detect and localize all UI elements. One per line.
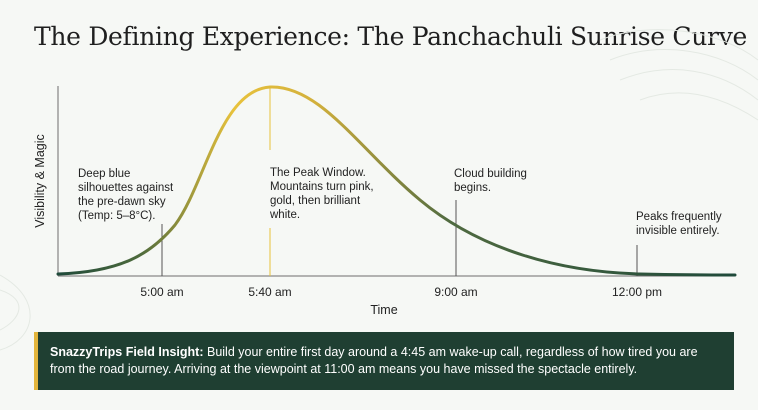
field-insight-banner: SnazzyTrips Field Insight: Build your en…: [34, 332, 734, 390]
chart-title: The Defining Experience: The Panchachuli…: [34, 22, 748, 51]
annotation-540: The Peak Window. Mountains turn pink, go…: [269, 167, 377, 221]
x-axis-label: Time: [370, 303, 397, 317]
x-tick-540: 5:40 am: [248, 285, 291, 299]
insight-label: SnazzyTrips Field Insight:: [50, 345, 204, 359]
x-tick-900: 9:00 am: [434, 285, 477, 299]
annotation-900: Cloud building begins.: [454, 168, 530, 194]
y-axis-label: Visibility & Magic: [33, 134, 47, 228]
x-tick-500: 5:00 am: [140, 285, 183, 299]
visibility-curve: [56, 85, 737, 277]
annotation-1200: Peaks frequently invisible entirely.: [636, 211, 725, 237]
annotation-500: Deep blue silhouettes against the pre-da…: [78, 168, 176, 222]
x-tick-1200: 12:00 pm: [612, 285, 662, 299]
insight-text: Build your entire first day around a 4:4…: [50, 345, 698, 376]
